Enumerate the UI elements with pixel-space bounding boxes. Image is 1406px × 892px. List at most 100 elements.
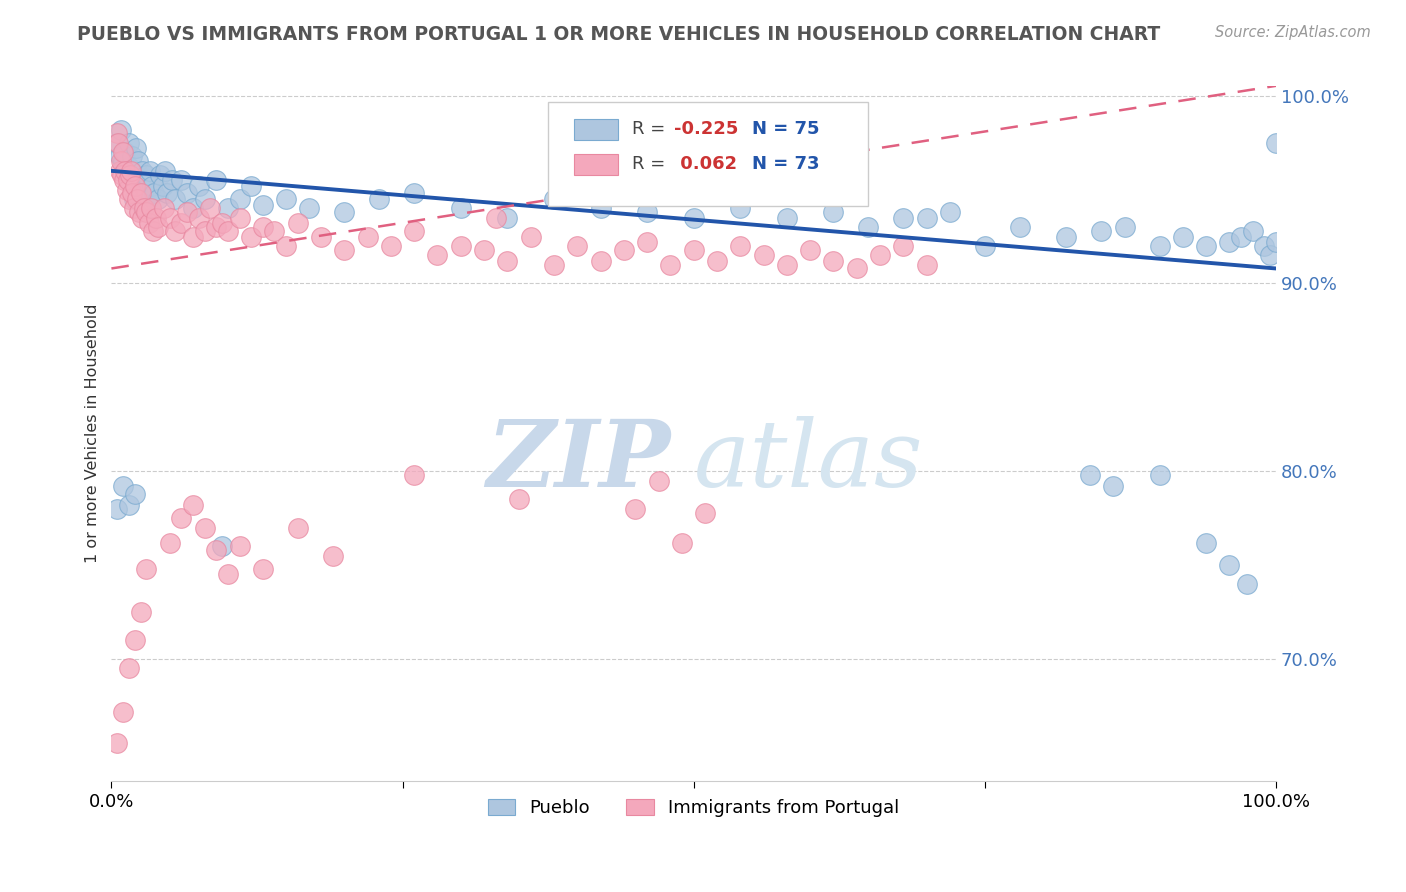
- Point: [141, 178, 163, 193]
- Point: [858, 220, 880, 235]
- Point: [322, 549, 344, 563]
- Point: [1241, 224, 1264, 238]
- Point: [131, 164, 153, 178]
- Point: [287, 216, 309, 230]
- Text: -0.225: -0.225: [673, 120, 738, 138]
- Point: [404, 186, 426, 201]
- Point: [132, 183, 155, 197]
- Point: [274, 239, 297, 253]
- Bar: [574, 153, 619, 175]
- Point: [122, 202, 145, 216]
- Point: [682, 211, 704, 225]
- Point: [730, 202, 752, 216]
- Point: [682, 243, 704, 257]
- Text: Source: ZipAtlas.com: Source: ZipAtlas.com: [1215, 25, 1371, 40]
- Point: [915, 211, 938, 225]
- Point: [380, 239, 402, 253]
- Point: [333, 243, 356, 257]
- Point: [115, 183, 138, 197]
- Point: [228, 192, 250, 206]
- Point: [891, 239, 914, 253]
- Point: [142, 224, 165, 238]
- Y-axis label: 1 or more Vehicles in Household: 1 or more Vehicles in Household: [86, 304, 100, 564]
- Point: [404, 467, 426, 482]
- Point: [567, 239, 589, 253]
- Point: [112, 173, 135, 187]
- Point: [181, 498, 204, 512]
- Point: [776, 258, 799, 272]
- Point: [127, 154, 149, 169]
- Point: [121, 186, 143, 201]
- Point: [274, 192, 297, 206]
- Point: [252, 220, 274, 235]
- Point: [1195, 239, 1218, 253]
- Point: [187, 178, 209, 193]
- Point: [589, 202, 612, 216]
- Point: [149, 168, 172, 182]
- Point: [1218, 558, 1240, 573]
- Point: [333, 205, 356, 219]
- Point: [613, 243, 636, 257]
- Point: [118, 168, 141, 182]
- Point: [135, 562, 157, 576]
- Point: [543, 192, 565, 206]
- Point: [165, 224, 187, 238]
- Point: [823, 254, 845, 268]
- Point: [648, 474, 671, 488]
- Point: [240, 178, 263, 193]
- Point: [1054, 229, 1077, 244]
- Point: [1078, 467, 1101, 482]
- Point: [263, 224, 285, 238]
- Point: [110, 154, 132, 169]
- Point: [823, 205, 845, 219]
- Point: [112, 479, 135, 493]
- Point: [118, 173, 141, 187]
- Point: [153, 164, 176, 178]
- Point: [125, 183, 148, 197]
- Point: [1265, 235, 1288, 250]
- Point: [624, 501, 647, 516]
- Point: [695, 506, 717, 520]
- Point: [1008, 220, 1031, 235]
- Point: [114, 145, 136, 159]
- Point: [187, 211, 209, 225]
- Point: [845, 261, 868, 276]
- Point: [519, 229, 541, 244]
- Point: [124, 487, 146, 501]
- Point: [170, 173, 193, 187]
- Point: [450, 239, 472, 253]
- Point: [122, 192, 145, 206]
- Point: [105, 136, 128, 150]
- Point: [1218, 235, 1240, 250]
- Point: [636, 235, 658, 250]
- Point: [869, 248, 891, 262]
- Point: [121, 149, 143, 163]
- Point: [1258, 248, 1281, 262]
- Point: [124, 633, 146, 648]
- Point: [117, 173, 139, 187]
- Point: [752, 248, 775, 262]
- Point: [120, 164, 142, 178]
- Point: [145, 211, 167, 225]
- Point: [125, 141, 148, 155]
- Point: [1265, 136, 1288, 150]
- Point: [105, 501, 128, 516]
- Point: [194, 192, 217, 206]
- Point: [706, 254, 728, 268]
- Point: [1253, 239, 1275, 253]
- Point: [138, 216, 160, 230]
- Point: [112, 145, 135, 159]
- Point: [426, 248, 449, 262]
- Point: [194, 224, 217, 238]
- Point: [309, 229, 332, 244]
- Point: [799, 243, 821, 257]
- Point: [211, 216, 233, 230]
- Point: [139, 202, 162, 216]
- Point: [170, 511, 193, 525]
- Point: [153, 202, 176, 216]
- Point: [211, 539, 233, 553]
- Point: [1149, 239, 1171, 253]
- Point: [132, 202, 155, 216]
- Point: [636, 205, 658, 219]
- Point: [129, 173, 152, 187]
